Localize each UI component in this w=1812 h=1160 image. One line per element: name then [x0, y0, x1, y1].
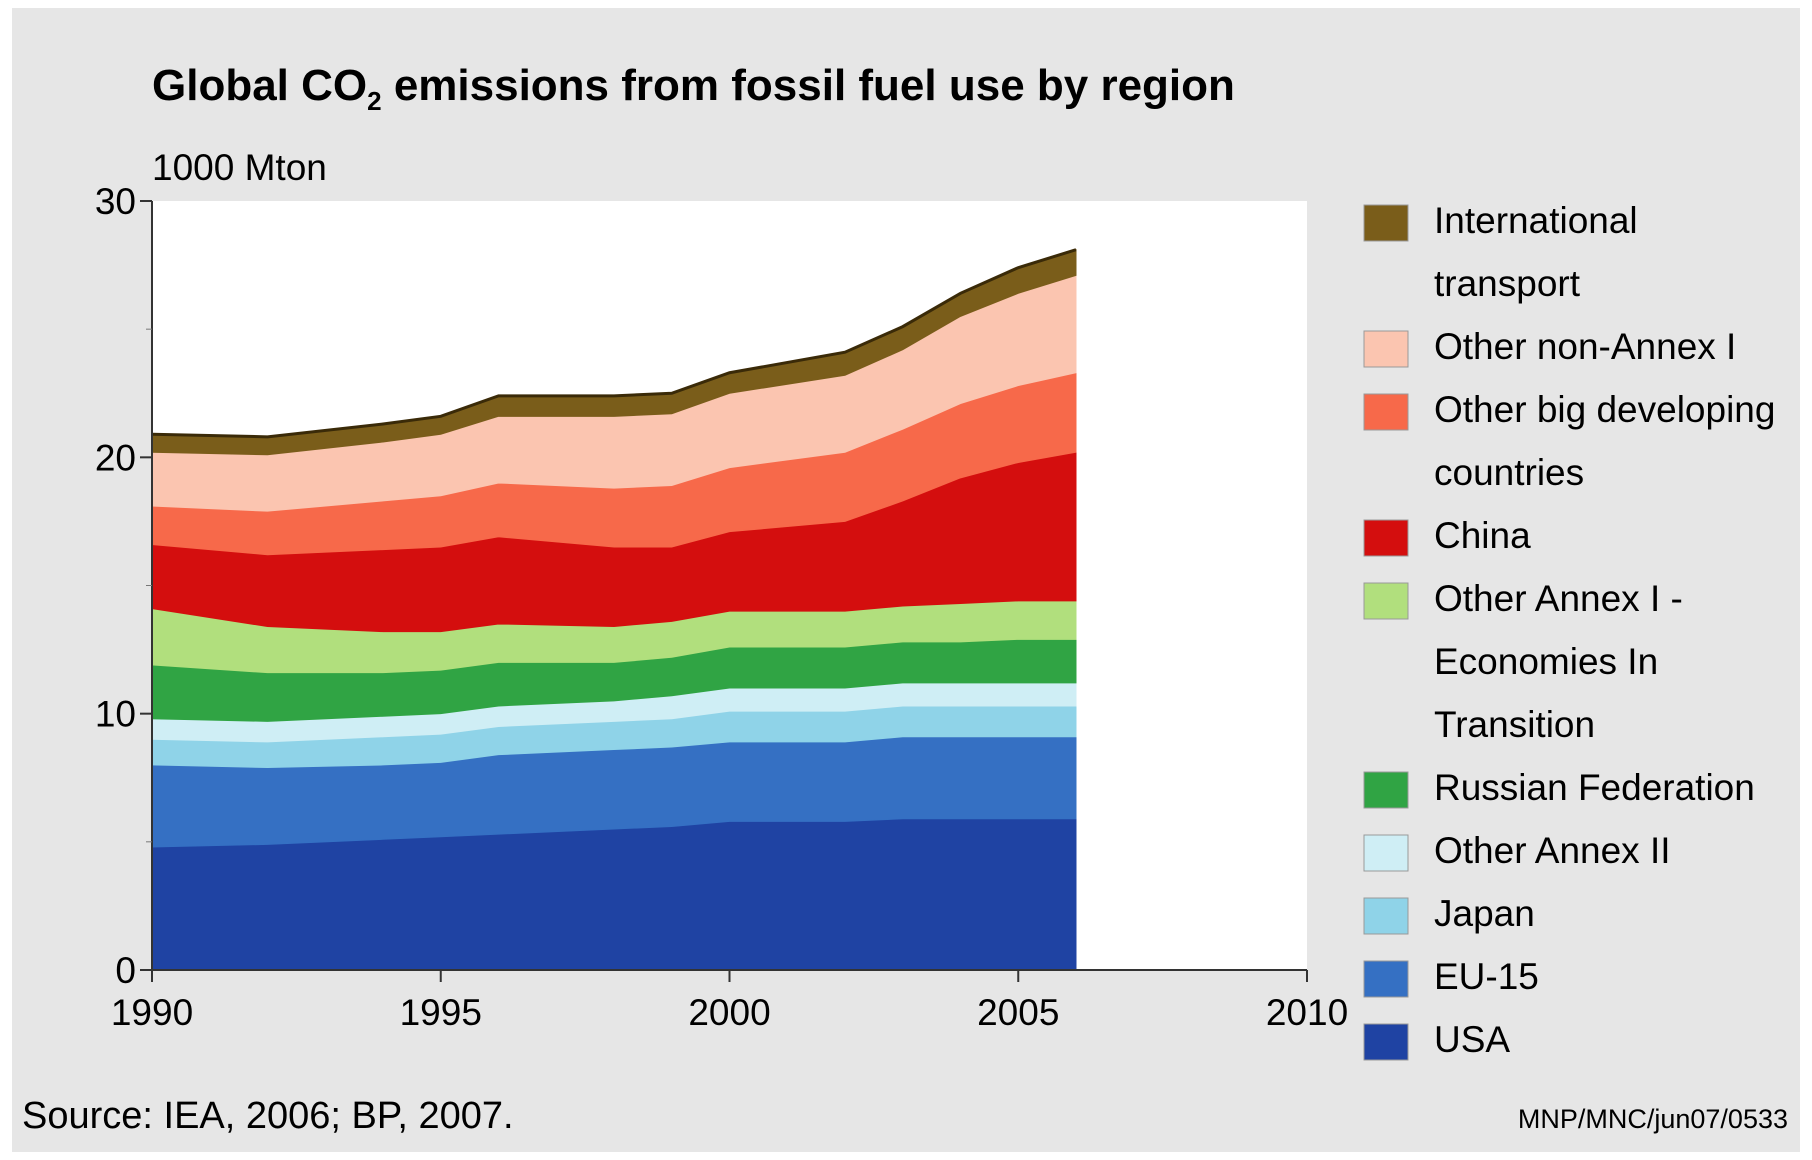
legend-swatch-9 [1363, 1023, 1409, 1061]
legend-swatch-5 [1363, 771, 1409, 809]
legend-swatch-2 [1363, 393, 1409, 431]
legend-swatch-1 [1363, 330, 1409, 368]
chart-title-main: Global CO [152, 61, 367, 110]
x-tick-label-0: 1990 [111, 992, 193, 1033]
legend-label-0: transport [1434, 263, 1581, 304]
legend-label-4: Transition [1434, 704, 1595, 745]
legend-label-0: International [1434, 200, 1638, 241]
legend-swatch-0 [1363, 204, 1409, 242]
legend: International transport Other non-Annex I O… [1363, 200, 1775, 1061]
legend-label-7: Japan [1434, 893, 1535, 934]
chart-title-rest: emissions from fossil fuel use by region [382, 61, 1235, 110]
legend-swatch-8 [1363, 960, 1409, 998]
x-tick-label-4: 2010 [1266, 992, 1348, 1033]
chart-svg: Global CO2 emissions from fossil fuel us… [22, 61, 1788, 1137]
legend-swatch-4 [1363, 582, 1409, 620]
stack-top-outline [151, 248, 1077, 439]
y-tick-label-3: 30 [95, 181, 136, 222]
legend-label-2: Other big developing [1434, 389, 1775, 430]
legend-label-5: Russian Federation [1434, 767, 1755, 808]
areas-layer [151, 248, 1077, 971]
source-note: Source: IEA, 2006; BP, 2007. [22, 1095, 514, 1137]
chart-title-subscript: 2 [367, 86, 381, 116]
x-tick-label-3: 2005 [977, 992, 1059, 1033]
legend-label-2: countries [1434, 452, 1584, 493]
y-tick-label-2: 20 [95, 437, 136, 478]
legend-swatch-3 [1363, 519, 1409, 557]
legend-swatch-7 [1363, 897, 1409, 935]
x-tick-label-1: 1995 [400, 992, 482, 1033]
chart-title: Global CO2 emissions from fossil fuel us… [152, 61, 1235, 116]
legend-swatch-6 [1363, 834, 1409, 872]
legend-label-9: USA [1434, 1019, 1510, 1060]
y-unit-label: 1000 Mton [152, 147, 327, 188]
legend-label-4: Other Annex I - [1434, 578, 1683, 619]
legend-label-3: China [1434, 515, 1531, 556]
legend-label-6: Other Annex II [1434, 830, 1671, 871]
x-tick-label-2: 2000 [688, 992, 770, 1033]
axes-layer: 0 10 20 30 1990 1995 2000 2005 2010 [95, 181, 1348, 1033]
y-tick-label-0: 0 [115, 950, 136, 991]
figure-code: MNP/MNC/jun07/0533 [1518, 1104, 1788, 1134]
y-tick-label-1: 10 [95, 694, 136, 735]
legend-label-1: Other non-Annex I [1434, 326, 1736, 367]
legend-label-4: Economies In [1434, 641, 1658, 682]
chart-figure: Global CO2 emissions from fossil fuel us… [12, 8, 1800, 1152]
legend-label-8: EU-15 [1434, 956, 1539, 997]
